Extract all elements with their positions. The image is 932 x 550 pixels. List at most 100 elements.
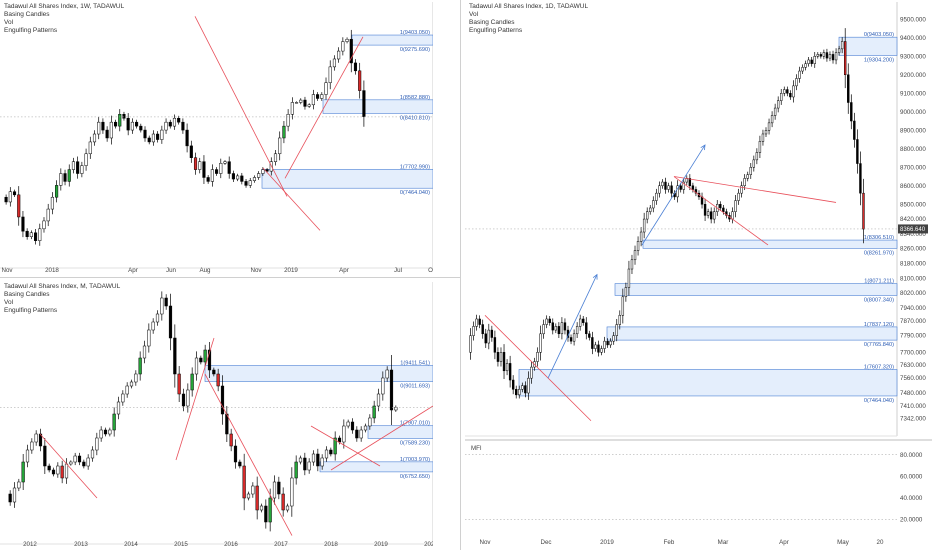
daily-candle-body	[834, 52, 838, 61]
monthly-zone-bottom-label: 0(9011.693)	[400, 384, 430, 390]
weekly-trendline	[262, 167, 321, 231]
weekly-candle-body	[311, 94, 315, 106]
monthly-candle-body	[64, 463, 69, 479]
daily-candle-body	[783, 89, 786, 94]
daily-chart-panel: Tadawul All Shares Index, 1D, TADAWUL Vo…	[465, 0, 932, 550]
daily-candle-body	[518, 389, 521, 396]
monthly-candle-body	[181, 393, 186, 407]
weekly-candle-body	[345, 38, 349, 42]
monthly-candle-body	[207, 349, 212, 371]
daily-candle-body	[554, 326, 558, 331]
daily-candle-body	[804, 63, 807, 68]
weekly-chart-canvas[interactable]: 9600.0009200.0009000.0008600.0008200.000…	[0, 0, 433, 276]
monthly-candle-body	[25, 449, 30, 463]
monthly-candle-body	[142, 345, 147, 359]
weekly-candle-body	[290, 102, 294, 115]
daily-candle-body	[630, 259, 634, 270]
monthly-zone-rect	[367, 425, 433, 439]
daily-y-tick-label: 8100.000	[900, 275, 926, 282]
weekly-candle-body	[122, 114, 126, 119]
daily-mfi-tick-label: 40.0000	[900, 495, 923, 502]
monthly-candle-body	[121, 393, 125, 403]
daily-y-tick-label: 8700.000	[900, 164, 926, 171]
monthly-candle-body	[333, 437, 337, 455]
daily-indicator-basing: Basing Candles	[469, 19, 515, 26]
daily-trendline	[673, 176, 837, 203]
monthly-candle-body	[285, 505, 290, 511]
weekly-candle-body	[118, 114, 122, 127]
monthly-candle-body	[329, 449, 333, 455]
weekly-candle-body	[332, 58, 336, 68]
monthly-candle-body	[303, 457, 307, 471]
daily-candle-body	[743, 178, 746, 187]
daily-candle-body	[511, 379, 515, 390]
monthly-zone-rect	[319, 461, 433, 473]
daily-y-tick-label: 7790.000	[900, 333, 926, 340]
daily-candle-body	[850, 102, 853, 122]
daily-candle-body	[740, 185, 743, 194]
daily-candle-body	[569, 337, 573, 342]
monthly-candle-body	[173, 337, 177, 375]
daily-candle-body	[767, 122, 771, 131]
daily-trendline	[484, 315, 592, 422]
daily-candle-body	[676, 185, 679, 198]
daily-candle-body	[773, 107, 777, 116]
weekly-indicator-engulfing: Engulfing Patterns	[4, 27, 58, 34]
daily-candle-body	[591, 337, 594, 349]
weekly-candle-body	[147, 137, 151, 143]
daily-zone-rect	[518, 369, 898, 397]
daily-candle-body	[478, 318, 481, 325]
daily-candle-body	[469, 335, 472, 353]
monthly-zone-top-label: 1(7907.010)	[400, 421, 430, 427]
weekly-candle-body	[248, 180, 252, 186]
daily-chart-canvas[interactable]: 9500.000 9400.000 9300.000 9200.000 9100.000…	[465, 0, 932, 550]
monthly-trendline	[330, 405, 433, 471]
daily-candle-body	[606, 340, 609, 346]
monthly-candle-body	[203, 349, 207, 363]
monthly-zone-top-label: 1(7003.970)	[400, 457, 430, 463]
monthly-chart-canvas[interactable]: 10800.00010000.0009200.0008700.0007900.0…	[0, 280, 433, 550]
daily-zone-top-label: 1(7837.120)	[864, 322, 894, 328]
weekly-candle-body	[278, 137, 282, 155]
daily-candle-body	[655, 192, 658, 201]
daily-candle-body	[807, 59, 810, 64]
weekly-candle-body	[219, 163, 223, 174]
panel-divider-horizontal[interactable]	[0, 277, 460, 278]
daily-y-tick-label: 8420.000	[900, 216, 926, 223]
weekly-candle-body	[231, 173, 235, 180]
weekly-x-tick-label: Nov	[1, 267, 13, 274]
weekly-candle-body	[25, 230, 29, 237]
weekly-candle-body	[71, 161, 76, 170]
weekly-candle-body	[63, 173, 67, 182]
monthly-candle-body	[268, 497, 272, 523]
weekly-candle-body	[316, 94, 320, 99]
monthly-candle-body	[259, 505, 264, 511]
monthly-candle-body	[103, 429, 108, 435]
weekly-trendline	[284, 36, 364, 179]
daily-candle-body	[560, 322, 564, 335]
weekly-candle-body	[29, 232, 33, 237]
monthly-candle-body	[177, 373, 181, 395]
monthly-x-tick-label: 2012	[23, 541, 37, 548]
monthly-x-tick-label: 2020	[424, 541, 433, 548]
weekly-candle-body	[223, 161, 227, 164]
daily-candle-body	[709, 211, 713, 220]
weekly-candle-body	[294, 102, 299, 104]
daily-candle-body	[600, 348, 603, 353]
weekly-candle-body	[189, 145, 193, 158]
panel-divider-vertical[interactable]	[460, 0, 461, 550]
daily-candle-body	[770, 115, 774, 124]
monthly-candle-body	[77, 455, 82, 463]
weekly-candle-body	[12, 191, 17, 196]
monthly-candle-body	[12, 487, 17, 503]
weekly-candle-body	[181, 121, 185, 131]
daily-candle-body	[615, 324, 618, 336]
monthly-trendline	[175, 337, 215, 461]
monthly-candle-body	[363, 425, 368, 431]
daily-candle-body	[499, 352, 503, 362]
daily-candle-body	[548, 318, 551, 323]
monthly-candle-body	[125, 385, 129, 395]
weekly-candle-body	[177, 117, 181, 123]
weekly-candle-body	[185, 129, 189, 147]
monthly-candle-body	[216, 373, 220, 387]
